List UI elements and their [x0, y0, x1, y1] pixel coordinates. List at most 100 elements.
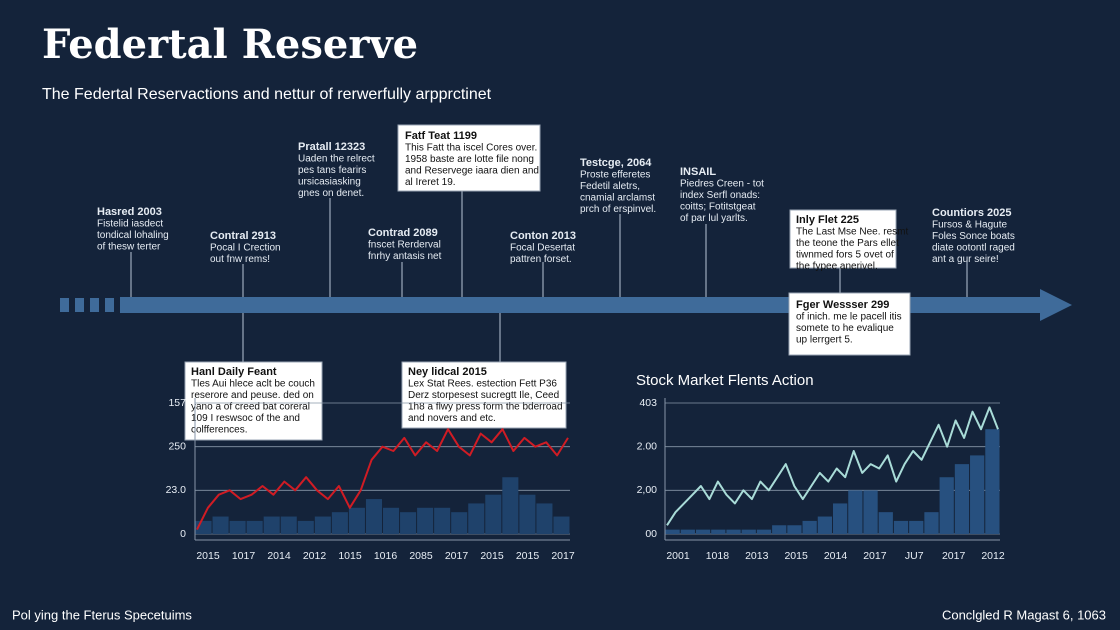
event-text: Fursos & Hagute [932, 220, 1007, 231]
bar [863, 490, 878, 534]
x-tick-label: 2017 [863, 550, 887, 562]
event-text: diate ootontl raged [932, 243, 1015, 254]
event-title: Hanl Daily Feant [191, 366, 277, 378]
y-tick-label: 250 [168, 440, 186, 452]
event-title: Countiors 2025 [932, 207, 1011, 219]
bar [848, 490, 863, 534]
event-box [401, 361, 567, 429]
x-tick-label: 1018 [706, 550, 730, 562]
bar [331, 512, 348, 534]
footer-right: Conclgled R Magast 6, 1063 [942, 607, 1106, 622]
y-tick-label: 157 [168, 397, 186, 409]
event-title: Testcge, 2064 [580, 157, 652, 169]
event-text: Piedres Creen - tot [680, 179, 764, 190]
event-title: Contral 2913 [210, 230, 276, 242]
bar [417, 507, 434, 534]
x-tick-label: 2017 [942, 550, 966, 562]
y-tick-label: 00 [645, 528, 657, 540]
bar [434, 507, 451, 534]
event-text: of inich. me le pacell itis [796, 312, 902, 323]
event-title: Hasred 2003 [97, 206, 162, 218]
event-text: prch of erspinvel. [580, 204, 656, 215]
bar [985, 429, 1000, 534]
event-text: reserore and peuse. ded on [191, 390, 314, 401]
bar [263, 516, 280, 534]
event-text: out fnw rems! [210, 254, 270, 265]
timeline-dash [90, 298, 99, 312]
bar [787, 525, 802, 534]
event-text: 1h8 a flwy press form the bderroad [408, 402, 563, 413]
x-tick-label: 1016 [374, 550, 398, 562]
event-text: Lex Stat Rees. estection Fett P36 [408, 379, 557, 390]
event-title: INSAIL [680, 166, 716, 178]
bar [365, 499, 382, 534]
bar [348, 507, 365, 534]
bar [229, 520, 246, 534]
event-title: Fger Wessser 299 [796, 299, 889, 311]
x-tick-label: 2085 [409, 550, 433, 562]
bar [297, 520, 314, 534]
event-text: coitts; Fotitstgeat [680, 202, 756, 213]
event-text: tondical lohaling [97, 230, 169, 241]
event-title: Conton 2013 [510, 230, 576, 242]
event-text: Pocal I Crection [210, 243, 281, 254]
event-text: Derz storpesest sucregtt Ile, Ceed [408, 390, 559, 401]
event-text: somete to he evalique [796, 323, 894, 334]
bar [711, 529, 726, 534]
y-tick-label: 2,00 [637, 484, 658, 496]
bar [451, 512, 468, 534]
bar [314, 516, 331, 534]
chart-title: Stock Market Flents Action [636, 372, 814, 389]
y-tick-label: 403 [639, 397, 657, 409]
bar [246, 520, 263, 534]
event-text: 1958 baste are lotte file nong [405, 154, 534, 165]
x-tick-label: 1015 [338, 550, 362, 562]
bar [212, 516, 229, 534]
x-tick-label: JU7 [905, 550, 924, 562]
bar [695, 529, 711, 534]
y-tick-label: 0 [180, 528, 186, 540]
footer-left: Pol ying the Fterus Specetuims [12, 607, 192, 622]
event-box [788, 292, 911, 356]
event-title: Ney lidcal 2015 [408, 366, 487, 378]
event-text: Fedetil aletrs, [580, 181, 640, 192]
event-text: Proste efferetes [580, 170, 650, 181]
x-tick-label: 2012 [981, 550, 1005, 562]
event-text: pes tans fearirs [298, 165, 366, 176]
bar [383, 507, 400, 534]
event-title: Inly Flet 225 [796, 214, 859, 226]
timeline-dash [60, 298, 69, 312]
x-tick-label: 2015 [196, 550, 220, 562]
event-text: the teone the Pars ellet [796, 238, 899, 249]
timeline-dash [105, 298, 114, 312]
event-text: and novers and etc. [408, 413, 496, 424]
event-text: The Last Mse Nee. resmt [796, 227, 908, 238]
event-text: ant a gur seire! [932, 254, 999, 265]
event-text: the fypee anerivel. [796, 261, 878, 272]
bar [726, 529, 741, 534]
bar [502, 477, 519, 534]
x-tick-label: 2017 [445, 550, 469, 562]
event-text: of par lul yarlts. [680, 213, 748, 224]
x-tick-label: 2015 [480, 550, 504, 562]
bar [802, 520, 817, 534]
bar [817, 516, 832, 534]
x-tick-label: 2014 [824, 550, 848, 562]
bar [741, 529, 756, 534]
event-box [397, 124, 541, 192]
event-text: yano a of creed bat coreral [191, 402, 310, 413]
event-text: Foles Sonce boats [932, 231, 1015, 242]
chart: 0 23.0 250 157 2015 1017 2014 2012 1015 1016 2085 2… [166, 397, 575, 562]
event-text: tiwnmed fors 5 ovet of [796, 250, 894, 261]
bar [680, 529, 695, 534]
page-title: Federtal Reserve [42, 21, 418, 68]
